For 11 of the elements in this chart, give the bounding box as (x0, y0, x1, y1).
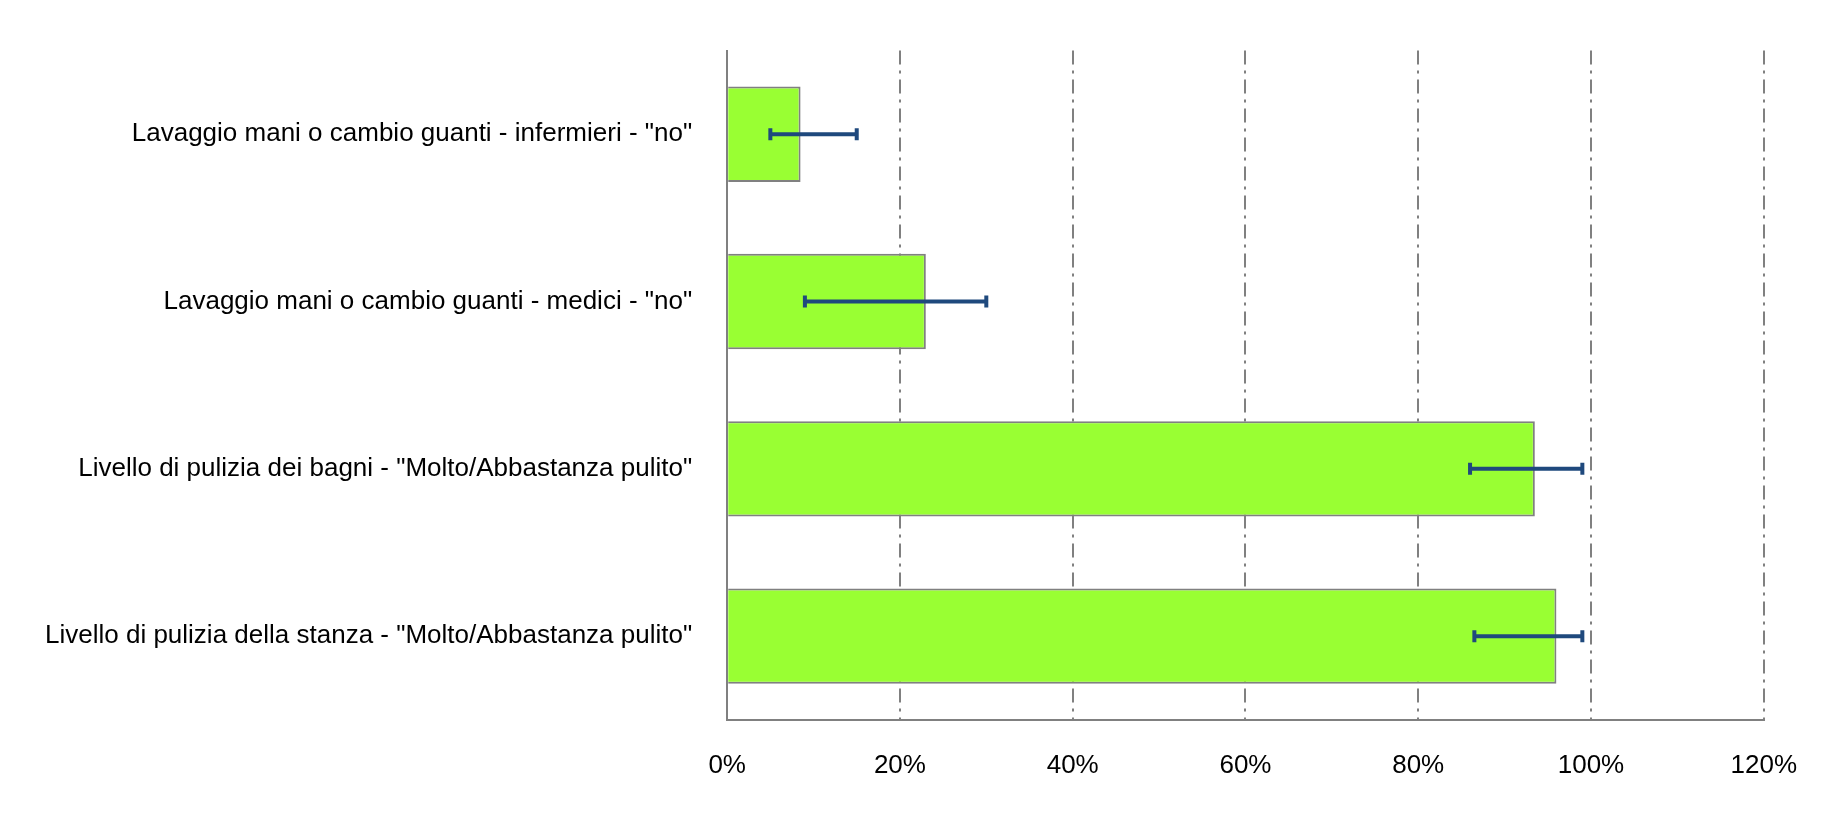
x-tick-label: 120% (1730, 748, 1797, 779)
x-tick-label: 80% (1392, 748, 1445, 779)
x-tick-label: 20% (873, 748, 926, 779)
x-tick-label: 100% (1557, 748, 1625, 779)
x-tick-label: 0% (708, 748, 746, 779)
x-tick-label: 40% (1046, 748, 1099, 779)
x-tick-label: 60% (1219, 748, 1272, 779)
y-tick-label: Livello di pulizia dei bagni - "Molto/Abbastanza pulito" (78, 452, 693, 483)
y-tick-label: Lavaggio mani o cambio guanti - medici - "no" (163, 284, 693, 315)
y-tick-label: Livello di pulizia della stanza - "Molto/Abbastanza pulito" (45, 619, 693, 650)
y-tick-label: Lavaggio mani o cambio guanti - infermieri - "no" (131, 117, 693, 148)
